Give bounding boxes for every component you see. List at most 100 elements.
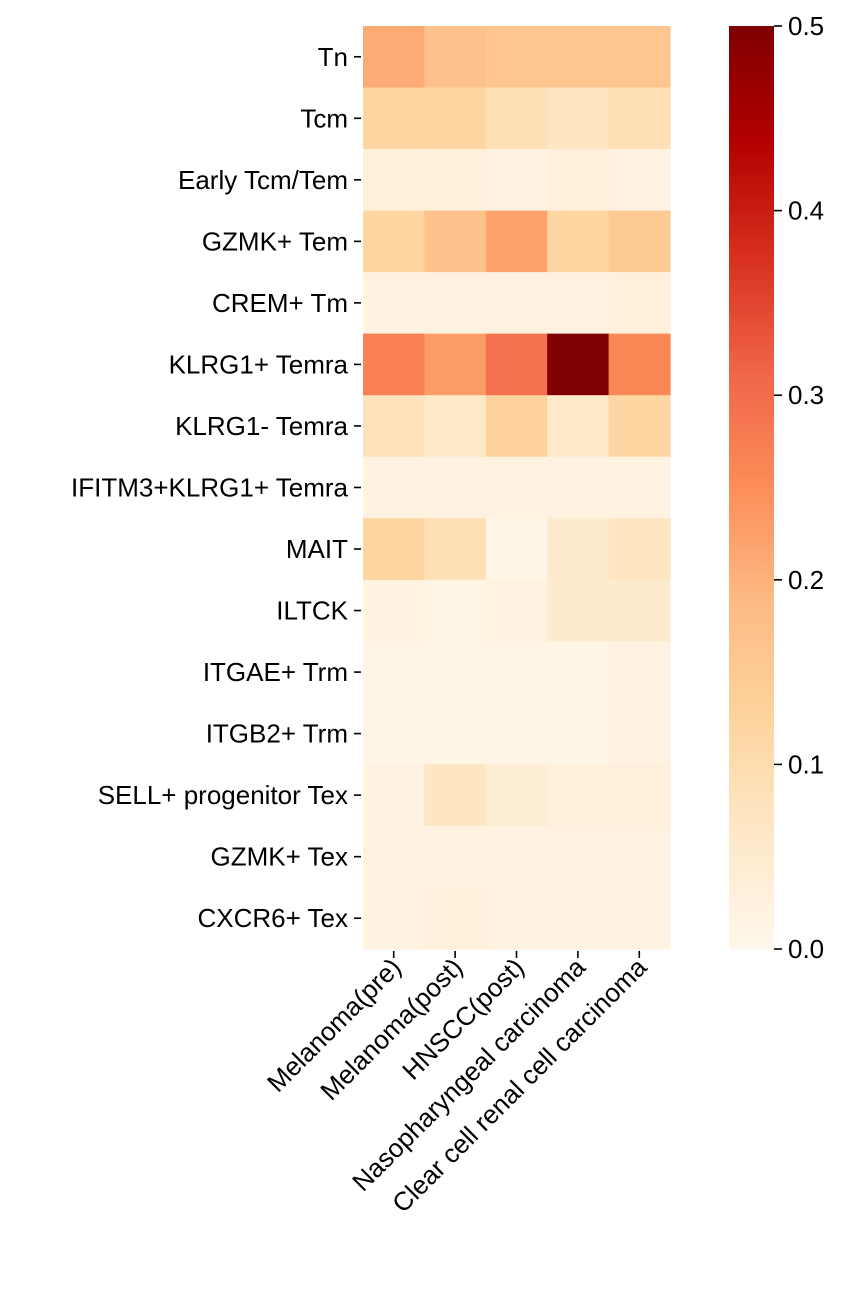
colorbar-tick-label: 0.0 bbox=[788, 934, 824, 964]
heatmap-cell bbox=[547, 210, 610, 273]
heatmap-cell bbox=[424, 518, 487, 581]
heatmap-cell bbox=[608, 702, 671, 765]
heatmap-cell bbox=[608, 579, 671, 642]
heatmap-cell bbox=[485, 149, 548, 212]
heatmap-cell bbox=[424, 333, 487, 396]
heatmap-cell bbox=[363, 87, 425, 150]
heatmap-cell bbox=[608, 764, 671, 827]
heatmap-cell bbox=[485, 825, 548, 889]
colorbar-gradient bbox=[729, 26, 774, 949]
heatmap-cell bbox=[485, 764, 548, 827]
heatmap-cell bbox=[424, 149, 487, 212]
row-label: CREM+ Tm bbox=[212, 288, 348, 318]
row-label: KLRG1+ Temra bbox=[169, 349, 349, 379]
heatmap-cell bbox=[608, 825, 671, 889]
row-label: SELL+ progenitor Tex bbox=[98, 780, 348, 810]
row-label: Tcm bbox=[300, 103, 348, 133]
heatmap-cell bbox=[547, 395, 610, 458]
heatmap-cell bbox=[363, 579, 425, 642]
colorbar-tick-label: 0.5 bbox=[788, 11, 824, 41]
heatmap-cell bbox=[608, 887, 671, 950]
heatmap-cell bbox=[363, 887, 425, 950]
heatmap-cell bbox=[363, 333, 425, 396]
heatmap-cells bbox=[363, 26, 671, 950]
heatmap-cell bbox=[608, 456, 671, 519]
heatmap-cell bbox=[547, 518, 610, 581]
row-label: IFITM3+KLRG1+ Temra bbox=[71, 472, 348, 502]
heatmap-cell bbox=[485, 518, 548, 581]
heatmap-cell bbox=[608, 149, 671, 212]
row-label: KLRG1- Temra bbox=[175, 411, 348, 441]
heatmap-cell bbox=[608, 26, 671, 89]
heatmap-cell bbox=[547, 887, 610, 950]
row-label: CXCR6+ Tex bbox=[197, 903, 348, 933]
heatmap-cell bbox=[363, 149, 425, 212]
column-labels: Melanoma(pre)Melanoma(post)HNSCC(post)Na… bbox=[261, 950, 653, 1218]
heatmap-cell bbox=[547, 333, 610, 396]
heatmap-cell bbox=[424, 825, 487, 889]
row-label: Tn bbox=[318, 42, 348, 72]
heatmap-cell bbox=[608, 272, 671, 335]
heatmap-cell bbox=[424, 395, 487, 458]
heatmap-cell bbox=[424, 87, 487, 150]
heatmap-cell bbox=[485, 26, 548, 89]
heatmap-cell bbox=[485, 887, 548, 950]
heatmap-cell bbox=[547, 764, 610, 827]
heatmap-cell bbox=[547, 87, 610, 150]
colorbar-ticks: 0.0 0.1 0.2 0.3 0.4 0.5 bbox=[774, 11, 824, 964]
row-label: ILTCK bbox=[276, 596, 348, 626]
heatmap-cell bbox=[547, 26, 610, 89]
heatmap-cell bbox=[547, 149, 610, 212]
heatmap-cell bbox=[485, 641, 548, 704]
row-label: MAIT bbox=[286, 534, 348, 564]
heatmap-cell bbox=[485, 210, 548, 273]
heatmap-cell bbox=[547, 456, 610, 519]
heatmap-cell bbox=[424, 887, 487, 950]
colorbar bbox=[729, 26, 774, 949]
heatmap-cell bbox=[424, 764, 487, 827]
heatmap-cell bbox=[547, 825, 610, 889]
row-label: ITGB2+ Trm bbox=[206, 719, 348, 749]
heatmap-cell bbox=[363, 825, 425, 889]
colorbar-tick-label: 0.1 bbox=[788, 749, 824, 779]
heatmap-cell bbox=[485, 456, 548, 519]
heatmap-cell bbox=[547, 641, 610, 704]
heatmap-cell bbox=[424, 579, 487, 642]
heatmap-cell bbox=[485, 87, 548, 150]
heatmap-cell bbox=[608, 395, 671, 458]
heatmap-cell bbox=[424, 641, 487, 704]
heatmap-cell bbox=[424, 456, 487, 519]
heatmap-cell bbox=[485, 333, 548, 396]
heatmap-cell bbox=[485, 579, 548, 642]
heatmap-cell bbox=[608, 518, 671, 581]
heatmap-cell bbox=[485, 702, 548, 765]
heatmap-cell bbox=[424, 26, 487, 89]
heatmap-cell bbox=[363, 26, 425, 89]
heatmap-cell bbox=[608, 87, 671, 150]
heatmap-cell bbox=[363, 764, 425, 827]
heatmap-cell bbox=[608, 333, 671, 396]
heatmap-cell bbox=[363, 641, 425, 704]
heatmap-cell bbox=[608, 641, 671, 704]
heatmap-cell bbox=[424, 702, 487, 765]
row-label: GZMK+ Tex bbox=[210, 842, 348, 872]
row-label: GZMK+ Tem bbox=[202, 226, 348, 256]
heatmap-cell bbox=[547, 272, 610, 335]
heatmap-cell bbox=[363, 395, 425, 458]
heatmap-cell bbox=[424, 210, 487, 273]
heatmap-cell bbox=[608, 210, 671, 273]
heatmap-cell bbox=[363, 272, 425, 335]
heatmap-cell bbox=[547, 579, 610, 642]
heatmap-cell bbox=[485, 395, 548, 458]
row-label: ITGAE+ Trm bbox=[203, 657, 348, 687]
colorbar-tick-label: 0.2 bbox=[788, 565, 824, 595]
heatmap-cell bbox=[424, 272, 487, 335]
heatmap-cell bbox=[363, 518, 425, 581]
row-labels: Tn Tcm Early Tcm/Tem GZMK+ Tem CREM+ Tm KLRG1… bbox=[71, 42, 361, 933]
colorbar-tick-label: 0.3 bbox=[788, 380, 824, 410]
heatmap-cell bbox=[547, 702, 610, 765]
heatmap-cell bbox=[363, 456, 425, 519]
heatmap-cell bbox=[363, 702, 425, 765]
heatmap-cell bbox=[485, 272, 548, 335]
